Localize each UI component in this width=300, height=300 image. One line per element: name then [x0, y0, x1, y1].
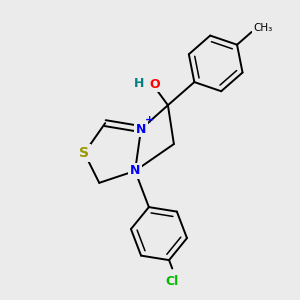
Text: CH₃: CH₃	[253, 23, 272, 33]
Text: H: H	[134, 77, 145, 90]
Text: S: S	[79, 146, 89, 160]
Text: +: +	[146, 115, 154, 124]
Text: O: O	[149, 78, 160, 91]
Text: N: N	[136, 123, 146, 136]
Text: N: N	[130, 164, 140, 177]
Text: Cl: Cl	[166, 275, 179, 288]
